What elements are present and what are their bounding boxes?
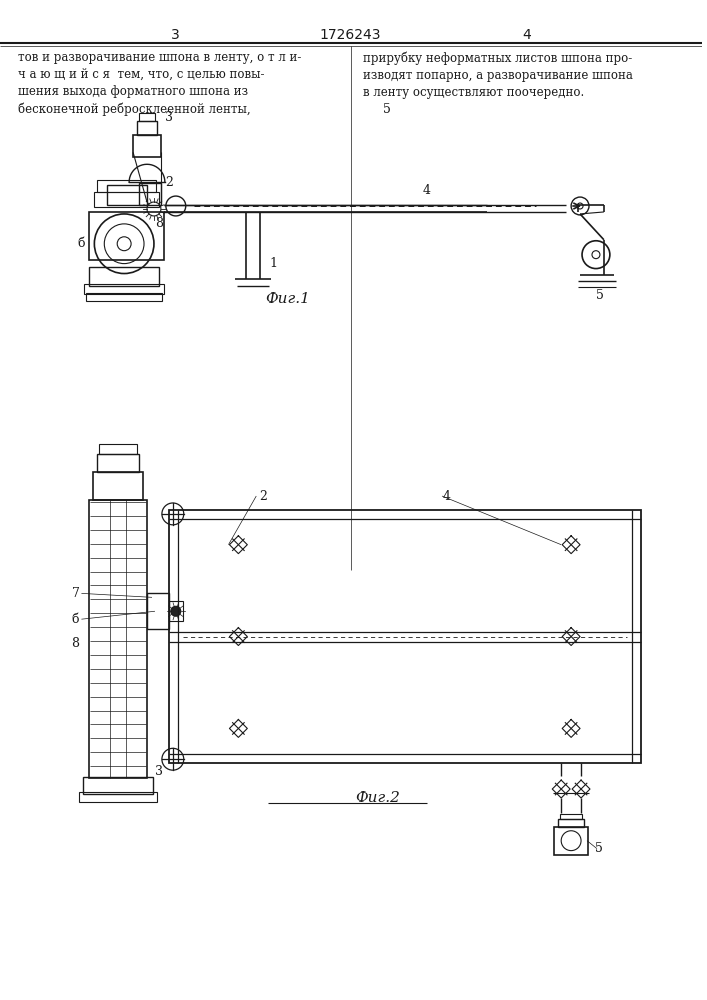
Text: 8: 8 — [71, 637, 79, 650]
Bar — [169, 601, 182, 621]
Circle shape — [117, 237, 131, 251]
Text: 4: 4 — [423, 184, 431, 197]
Text: 1726243: 1726243 — [320, 28, 381, 42]
Text: Фиг.1: Фиг.1 — [266, 292, 310, 306]
Text: тов и разворачивание шпона в ленту, о т л и-
ч а ю щ и й с я  тем, что, с целью : тов и разворачивание шпона в ленту, о т … — [18, 51, 301, 116]
Text: 5: 5 — [383, 103, 391, 116]
Text: 2: 2 — [259, 490, 267, 503]
Bar — [79, 792, 157, 802]
Bar — [107, 185, 147, 205]
Text: 8: 8 — [155, 217, 163, 230]
Bar — [93, 472, 143, 500]
Bar — [99, 444, 137, 454]
Text: б: б — [71, 613, 79, 626]
Text: 3: 3 — [171, 28, 180, 42]
Bar — [139, 183, 161, 205]
Text: 3: 3 — [155, 765, 163, 778]
Bar — [147, 593, 169, 629]
Text: 4: 4 — [522, 28, 531, 42]
Text: 3: 3 — [165, 111, 173, 124]
Text: прирубку неформатных листов шпона про-
изводят попарно, а разворачивание шпона
в: прирубку неформатных листов шпона про- и… — [363, 51, 633, 99]
Text: 4: 4 — [443, 490, 451, 503]
Text: 7: 7 — [71, 587, 79, 600]
Bar — [89, 500, 147, 778]
Bar — [83, 777, 153, 794]
Bar — [94, 192, 159, 207]
Text: Фиг.2: Фиг.2 — [355, 791, 400, 805]
Bar — [169, 510, 641, 763]
Bar — [98, 180, 156, 192]
Circle shape — [171, 606, 181, 616]
Bar — [137, 121, 157, 135]
Text: б: б — [78, 237, 86, 250]
Bar — [559, 819, 584, 827]
Text: 5: 5 — [596, 289, 604, 302]
Bar — [133, 135, 161, 157]
Text: 5: 5 — [595, 842, 603, 855]
Bar — [560, 814, 582, 819]
Bar — [139, 113, 155, 121]
Bar — [89, 267, 159, 286]
Bar — [554, 827, 588, 855]
Bar — [86, 293, 162, 301]
Text: 2: 2 — [165, 176, 173, 189]
Text: 1: 1 — [269, 257, 277, 270]
Bar — [84, 284, 164, 294]
Bar — [89, 212, 164, 260]
Bar — [98, 454, 139, 472]
